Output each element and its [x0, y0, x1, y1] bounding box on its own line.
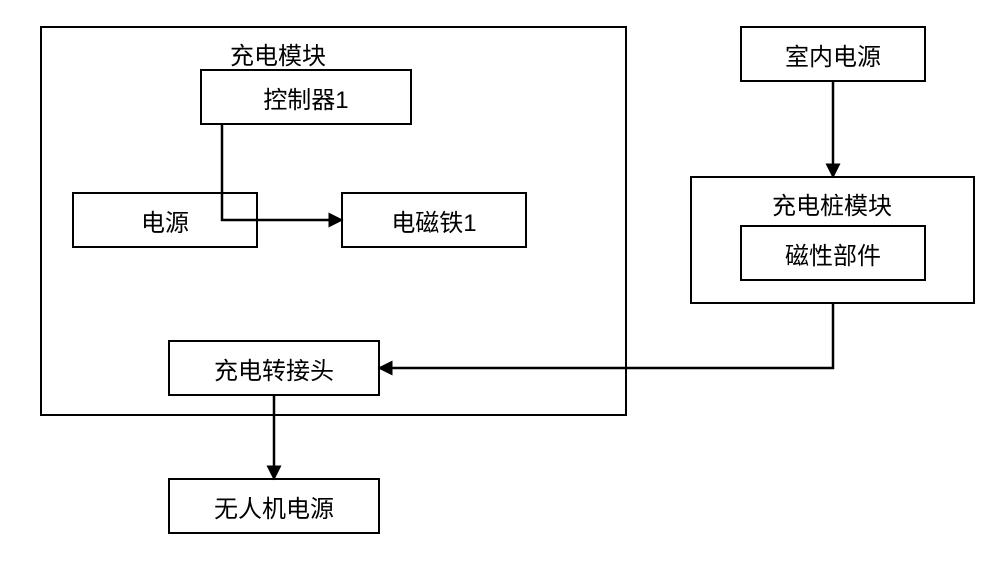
- indoor-power-label: 室内电源: [785, 37, 881, 72]
- adapter-label: 充电转接头: [214, 351, 334, 386]
- charging-pile-module-label: 充电桩模块: [772, 186, 892, 221]
- indoor-power-node: 室内电源: [740, 26, 926, 82]
- magnetic-part-node: 磁性部件: [740, 225, 926, 281]
- electromagnet1-node: 电磁铁1: [341, 192, 527, 248]
- power-label: 电源: [141, 203, 189, 238]
- electromagnet1-label: 电磁铁1: [391, 203, 476, 238]
- drone-power-label: 无人机电源: [214, 489, 334, 524]
- power-node: 电源: [72, 192, 258, 248]
- controller1-node: 控制器1: [200, 69, 412, 125]
- charging-module-label: 充电模块: [230, 36, 326, 71]
- adapter-node: 充电转接头: [168, 340, 380, 396]
- drone-power-node: 无人机电源: [168, 478, 380, 534]
- magnetic-part-label: 磁性部件: [785, 236, 881, 271]
- controller1-label: 控制器1: [263, 80, 348, 115]
